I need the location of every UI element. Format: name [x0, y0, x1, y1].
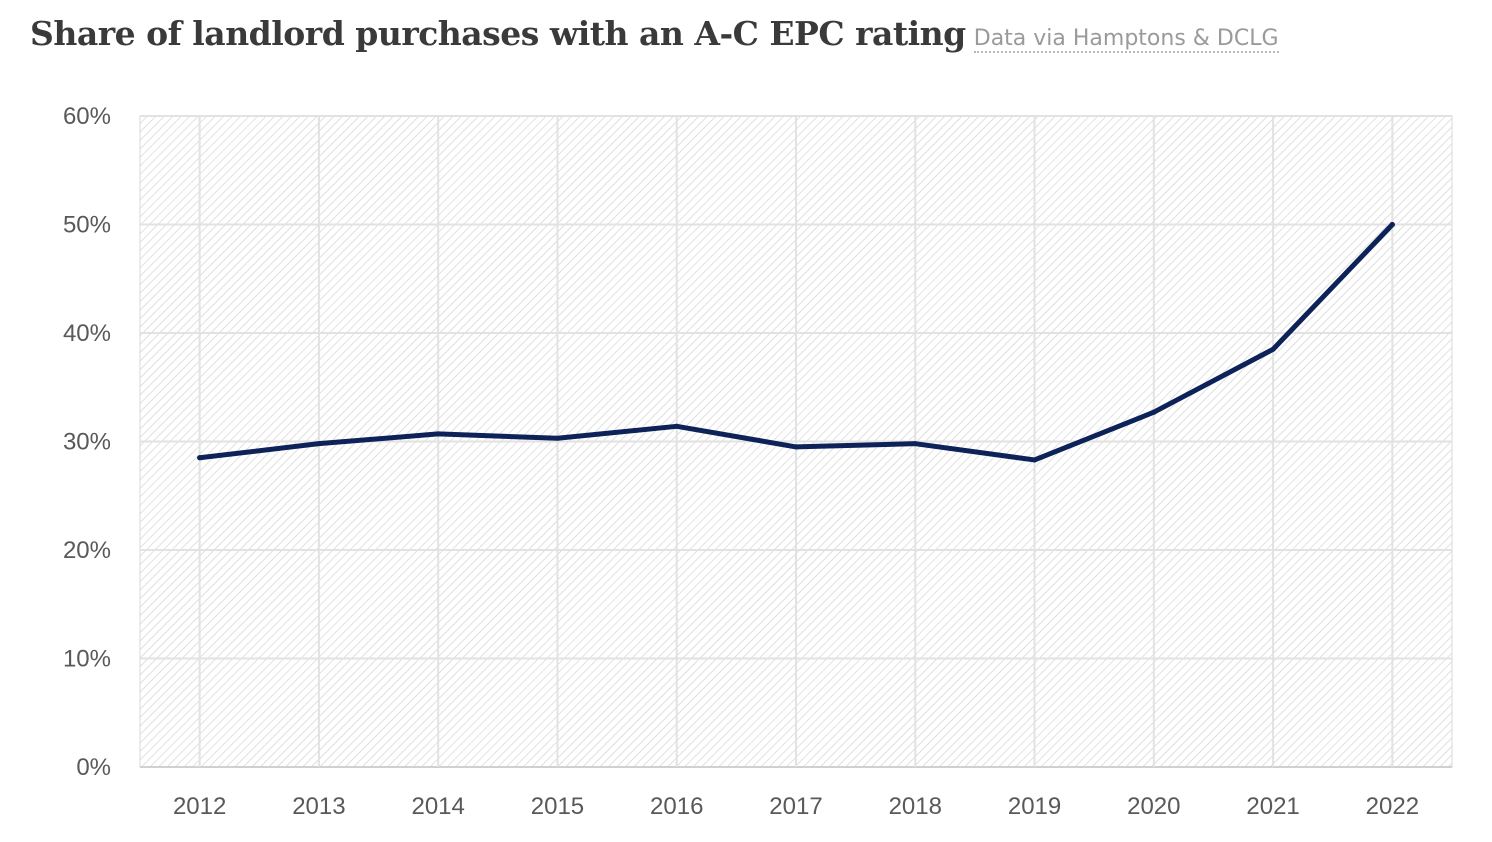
- x-tick-label: 2016: [650, 793, 703, 820]
- data-point: [912, 441, 918, 447]
- data-point: [197, 455, 203, 461]
- x-tick-label: 2015: [531, 793, 584, 820]
- chart-title: Share of landlord purchases with an A-C …: [30, 14, 966, 53]
- y-tick-label: 40%: [63, 320, 111, 347]
- y-tick-label: 10%: [63, 646, 111, 673]
- x-tick-label: 2022: [1366, 793, 1419, 820]
- y-tick-label: 0%: [76, 754, 111, 781]
- y-tick-label: 20%: [63, 537, 111, 564]
- y-tick-label: 60%: [63, 103, 111, 130]
- data-point: [793, 444, 799, 450]
- x-tick-label: 2017: [769, 793, 822, 820]
- chart-header: Share of landlord purchases with an A-C …: [30, 14, 1279, 53]
- data-point: [1270, 346, 1276, 352]
- data-point: [1389, 222, 1395, 227]
- x-tick-label: 2012: [173, 793, 226, 820]
- data-point: [1151, 409, 1157, 415]
- y-tick-label: 30%: [63, 429, 111, 456]
- data-point: [435, 431, 441, 437]
- x-tick-label: 2020: [1127, 793, 1180, 820]
- data-point: [316, 441, 322, 447]
- data-point: [554, 435, 560, 441]
- x-tick-label: 2013: [292, 793, 345, 820]
- data-point: [1032, 457, 1038, 463]
- x-tick-label: 2014: [411, 793, 464, 820]
- data-point: [674, 423, 680, 429]
- y-tick-label: 50%: [63, 212, 111, 239]
- data-source-link[interactable]: Data via Hamptons & DCLG: [973, 26, 1279, 53]
- x-tick-label: 2021: [1246, 793, 1299, 820]
- x-tick-label: 2018: [889, 793, 942, 820]
- x-tick-label: 2019: [1008, 793, 1061, 820]
